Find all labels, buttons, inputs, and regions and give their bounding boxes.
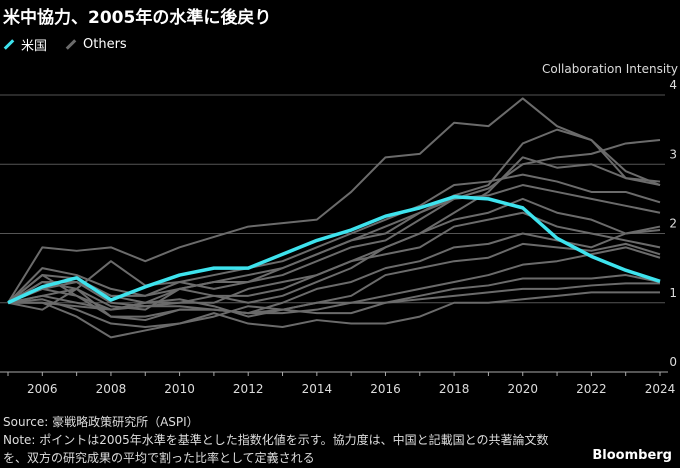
source-note: Source: 豪戦略政策研究所（ASPI） <box>3 415 199 429</box>
series-line-others <box>7 291 660 328</box>
legend-label-us: 米国 <box>21 39 48 54</box>
x-tick-label: 2024 <box>645 382 676 396</box>
x-tick-label: 2012 <box>233 382 264 396</box>
series-line-others <box>7 173 661 304</box>
series-line-others <box>7 97 661 304</box>
x-tick-label: 2020 <box>507 382 538 396</box>
series-line-others <box>7 128 661 304</box>
y-tick-label: 4 <box>669 78 677 92</box>
y-tick-label: 0 <box>669 355 677 369</box>
legend-item-us: 米国 <box>3 35 47 54</box>
series-line-others <box>7 211 661 308</box>
series-line-us <box>7 195 661 305</box>
note-line-1: Note: ポイントは2005年水準を基準とした指数化値を示す。協力度は、中国と… <box>3 433 549 447</box>
x-tick-label: 2006 <box>27 382 58 396</box>
footer: Source: 豪戦略政策研究所（ASPI） Note: ポイントは2005年水… <box>3 413 549 467</box>
legend-label-others: Others <box>83 37 127 52</box>
y-tick-label: 1 <box>669 286 677 300</box>
y-tick-label: 2 <box>669 217 677 231</box>
legend: 米国 Others <box>3 35 127 54</box>
chart-title: 米中協力、2005年の水準に後戻り <box>3 8 272 28</box>
series-line-others <box>8 274 661 339</box>
series-line-others <box>8 282 660 315</box>
y-tick-label: 3 <box>669 147 677 161</box>
x-tick-label: 2016 <box>370 382 401 396</box>
series-line-others <box>7 184 661 304</box>
y-axis-label: Collaboration Intensity <box>542 62 678 76</box>
note-line-2: を、双方の研究成果の平均で割った比率として定義される <box>3 451 315 465</box>
bloomberg-logo: Bloomberg <box>592 448 672 463</box>
x-tick-label: 2014 <box>302 382 333 396</box>
legend-item-others: Others <box>65 37 127 52</box>
x-tick-label: 2008 <box>96 382 127 396</box>
x-tick-label: 2018 <box>439 382 470 396</box>
x-tick-label: 2022 <box>576 382 607 396</box>
x-tick-label: 2010 <box>164 382 195 396</box>
series-line-others <box>7 197 661 311</box>
series-line-others <box>7 242 661 322</box>
